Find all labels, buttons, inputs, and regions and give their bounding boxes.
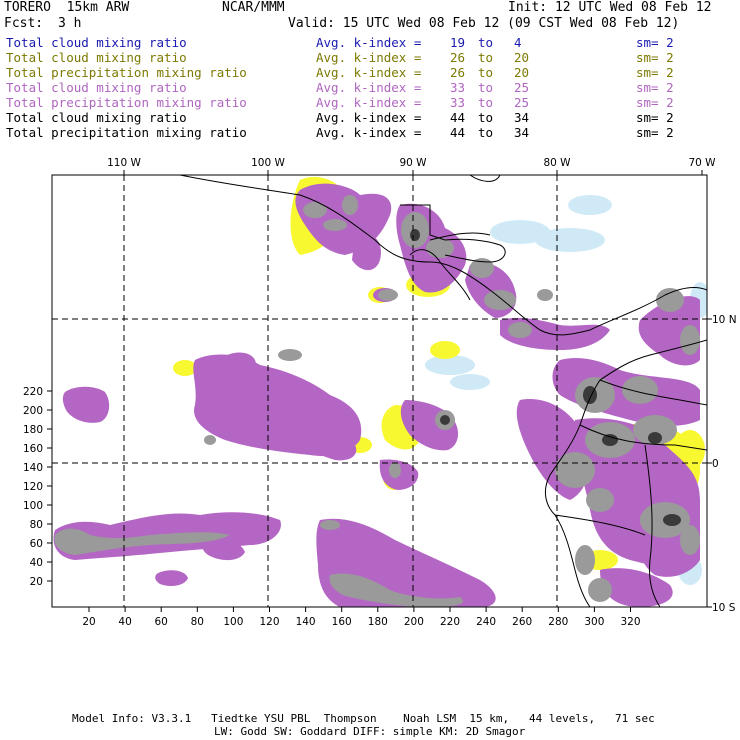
y-tick-label: 160 xyxy=(23,443,43,455)
x-tick-label: 300 xyxy=(584,616,604,628)
legend-smoothing: sm= 2 xyxy=(636,95,674,110)
legend-range-low: 4 xyxy=(514,35,522,50)
x-tick-label: 280 xyxy=(548,616,568,628)
x-tick-label: 220 xyxy=(440,616,460,628)
tick-labels: 20 40 60 80 100 120 140 160 180 200 220 240 260 280 30… xyxy=(23,157,737,628)
legend-smoothing: sm= 2 xyxy=(636,65,674,80)
legend-range-low: 34 xyxy=(514,110,530,125)
gray-layer xyxy=(54,195,700,607)
y-tick-label: 200 xyxy=(23,405,43,417)
x-tick-label: 320 xyxy=(620,616,640,628)
latitude-label: 10 N xyxy=(712,314,737,326)
legend-field: Total cloud mixing ratio xyxy=(6,35,187,50)
x-tick-label: 200 xyxy=(404,616,424,628)
legend-field: Total cloud mixing ratio xyxy=(6,50,187,65)
legend-stat: Avg. k-index = xyxy=(316,110,429,125)
legend-range-to: to xyxy=(478,65,494,80)
longitude-label: 70 W xyxy=(688,157,716,169)
x-tick-label: 80 xyxy=(191,616,204,628)
legend-field: Total precipitation mixing ratio xyxy=(6,95,247,110)
x-tick-label: 140 xyxy=(296,616,316,628)
legend-range-to: to xyxy=(478,80,494,95)
forecast-label: Fcst: xyxy=(4,16,44,31)
legend-range-high: 33 xyxy=(450,80,466,95)
legend-stat: Avg. k-index = xyxy=(316,65,429,80)
model-info-line2: LW: Godd SW: Goddard DIFF: simple KM: 2D… xyxy=(214,725,526,738)
legend-range-to: to xyxy=(478,125,494,140)
legend-range-high: 19 xyxy=(450,35,466,50)
legend-field: Total precipitation mixing ratio xyxy=(6,65,247,80)
legend-stat: Avg. k-index = xyxy=(316,95,429,110)
legend-smoothing: sm= 2 xyxy=(636,35,674,50)
x-tick-label: 120 xyxy=(259,616,279,628)
tick-marks xyxy=(47,170,712,612)
legend-stat: Avg. k-index = xyxy=(316,50,429,65)
legend-range-high: 33 xyxy=(450,95,466,110)
forecast-value: 3 h xyxy=(58,16,82,31)
latitude-label: 0 xyxy=(712,458,719,470)
init-time: Init: 12 UTC Wed 08 Feb 12 xyxy=(508,0,712,15)
coastlines xyxy=(179,175,707,607)
y-tick-label: 80 xyxy=(30,519,43,531)
legend-range-to: to xyxy=(478,110,494,125)
x-tick-label: 60 xyxy=(155,616,168,628)
x-tick-label: 240 xyxy=(476,616,496,628)
y-tick-label: 40 xyxy=(30,557,43,569)
legend-field: Total precipitation mixing ratio xyxy=(6,125,247,140)
x-tick-label: 100 xyxy=(223,616,243,628)
longitude-label: 100 W xyxy=(251,157,285,169)
model-info-line1: Model Info: V3.3.1 Tiedtke YSU PBL Thomp… xyxy=(72,712,655,725)
legend-range-high: 44 xyxy=(450,125,466,140)
legend-smoothing: sm= 2 xyxy=(636,125,674,140)
legend-stat: Avg. k-index = xyxy=(316,35,429,50)
grid-lines xyxy=(52,175,707,607)
legend-range-low: 25 xyxy=(514,80,530,95)
legend-smoothing: sm= 2 xyxy=(636,80,674,95)
legend-field: Total cloud mixing ratio xyxy=(6,110,187,125)
latitude-label: 10 S xyxy=(712,602,736,614)
x-tick-label: 160 xyxy=(332,616,352,628)
field-layers xyxy=(53,176,707,607)
legend-smoothing: sm= 2 xyxy=(636,110,674,125)
y-tick-label: 220 xyxy=(23,386,43,398)
legend-range-low: 20 xyxy=(514,65,530,80)
legend-range-low: 34 xyxy=(514,125,530,140)
y-tick-label: 180 xyxy=(23,424,43,436)
x-tick-label: 260 xyxy=(512,616,532,628)
legend-range-to: to xyxy=(478,50,494,65)
legend-stat: Avg. k-index = xyxy=(316,80,429,95)
legend-range-high: 44 xyxy=(450,110,466,125)
model-title: TORERO 15km ARW xyxy=(4,0,130,15)
longitude-label: 80 W xyxy=(543,157,571,169)
legend-stat: Avg. k-index = xyxy=(316,125,429,140)
org-label: NCAR/MMM xyxy=(222,0,285,15)
legend-field: Total cloud mixing ratio xyxy=(6,80,187,95)
legend-smoothing: sm= 2 xyxy=(636,50,674,65)
valid-time: Valid: 15 UTC Wed 08 Feb 12 (09 CST Wed … xyxy=(288,16,680,31)
legend-range-to: to xyxy=(478,95,494,110)
y-tick-label: 100 xyxy=(23,500,43,512)
legend-range-high: 26 xyxy=(450,50,466,65)
longitude-label: 110 W xyxy=(107,157,141,169)
y-tick-label: 120 xyxy=(23,481,43,493)
longitude-label: 90 W xyxy=(399,157,427,169)
y-tick-label: 60 xyxy=(30,538,43,550)
y-tick-label: 140 xyxy=(23,462,43,474)
dark-core-layer xyxy=(410,229,681,526)
legend-range-high: 26 xyxy=(450,65,466,80)
x-tick-label: 180 xyxy=(368,616,388,628)
y-tick-label: 20 xyxy=(30,576,43,588)
purple-layer xyxy=(53,183,700,607)
legend-range-low: 25 xyxy=(514,95,530,110)
legend-range-to: to xyxy=(478,35,494,50)
x-tick-label: 20 xyxy=(82,616,95,628)
x-tick-label: 40 xyxy=(118,616,131,628)
legend-range-low: 20 xyxy=(514,50,530,65)
